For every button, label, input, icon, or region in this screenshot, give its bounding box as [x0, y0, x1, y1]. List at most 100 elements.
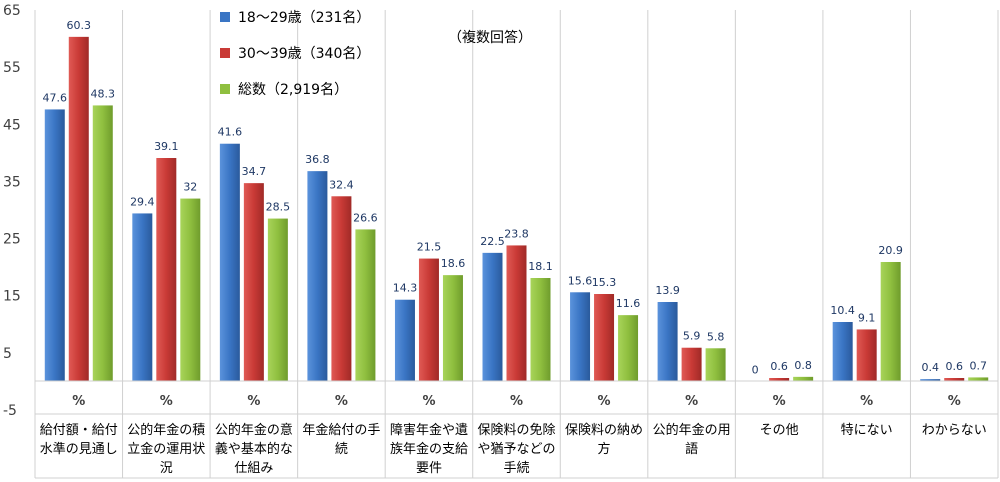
bar [832, 322, 853, 382]
bar [920, 379, 941, 382]
bar [394, 299, 415, 382]
category-label: 障害年金や遺族年金の支給要件 [390, 422, 468, 476]
y-tick-label: 55 [3, 60, 21, 76]
data-label: 0.6 [770, 360, 788, 373]
category-label: 公的年金の用語 [653, 422, 731, 457]
bar [681, 347, 702, 382]
unit-label: % [422, 394, 435, 409]
category-label: その他 [760, 423, 799, 438]
bar [132, 213, 153, 382]
bar [92, 105, 113, 382]
data-label: 5.8 [707, 330, 725, 343]
legend-swatch [220, 48, 230, 58]
data-label: 41.6 [218, 126, 243, 139]
y-tick-label: 65 [3, 3, 21, 19]
unit-label: % [510, 394, 523, 409]
data-label: 15.3 [592, 276, 617, 289]
bar [880, 262, 901, 382]
data-label: 5.9 [683, 330, 701, 343]
data-label: 32.4 [329, 178, 354, 191]
bar [530, 278, 551, 382]
bar [156, 158, 177, 382]
data-label: 13.9 [655, 284, 680, 297]
data-label: 9.1 [858, 311, 876, 324]
category-label: 給付額・給付水準の見通し [40, 423, 118, 457]
unit-label: % [247, 394, 260, 409]
bar [506, 245, 527, 382]
bar [769, 378, 790, 382]
data-label: 34.7 [242, 165, 267, 178]
category-label: 特にない [841, 423, 893, 438]
data-label: 11.6 [616, 297, 641, 310]
bar [267, 218, 288, 382]
bar [44, 109, 65, 382]
bar [68, 36, 89, 382]
category-table: % 給付額・給付水準の見通し% 公的年金の積立金の運用状況% 公的年金の意義や基本的な… [35, 380, 998, 479]
data-label: 18.6 [441, 257, 466, 270]
data-label: 22.5 [480, 235, 505, 248]
data-label: 20.9 [878, 244, 903, 257]
bar [331, 196, 352, 382]
legend-swatch [220, 12, 230, 22]
y-tick-label: 5 [3, 346, 12, 362]
data-label: 10.4 [830, 304, 855, 317]
data-label: 15.6 [568, 274, 593, 287]
bar [944, 378, 965, 382]
bar [219, 143, 240, 382]
legend-label: 30～39歳（340名） [238, 46, 370, 62]
data-label: 39.1 [154, 140, 179, 153]
legend-label: 18～29歳（231名） [238, 10, 370, 26]
data-label: 0.4 [921, 361, 939, 374]
grid-lines: -5 5 15 25 35 45 55 65 [3, 3, 999, 478]
legend: 18～29歳（231名） 30～39歳（340名） 総数（2,919名） [220, 10, 370, 98]
unit-label: % [160, 394, 173, 409]
legend-label: 総数（2,919名） [238, 82, 348, 98]
data-label: 36.8 [305, 153, 330, 166]
bar [705, 348, 726, 382]
data-label: 0 [752, 363, 759, 376]
bar [594, 294, 615, 382]
bar [968, 377, 989, 382]
category-label: 年金給付の手続 [302, 422, 380, 457]
data-label: 23.8 [504, 227, 529, 240]
y-tick-label: -5 [3, 403, 17, 419]
category-label: 保険料の免除や猶予などの手続 [477, 423, 555, 476]
data-label: 28.5 [266, 201, 291, 214]
data-label: 14.3 [393, 282, 418, 295]
unit-label: % [860, 394, 873, 409]
legend-swatch [220, 84, 230, 94]
bar [657, 302, 678, 382]
y-tick-label: 45 [3, 117, 21, 133]
data-label: 48.3 [91, 87, 116, 100]
bars-group: 47.6 60.3 48.3 29.4 39.1 32 41.6 34.7 28.5 36.8 32… [43, 19, 989, 382]
data-label: 0.6 [945, 360, 963, 373]
unit-label: % [948, 394, 961, 409]
category-label: 保険料の納め方 [565, 423, 643, 457]
bar [307, 171, 328, 382]
data-label: 18.1 [528, 260, 553, 273]
y-tick-label: 35 [3, 174, 21, 190]
bar [418, 258, 439, 382]
bar [570, 292, 591, 382]
note-text: （複数回答） [448, 29, 532, 46]
data-label: 60.3 [67, 19, 92, 32]
data-label: 0.7 [969, 359, 987, 372]
unit-label: % [598, 394, 611, 409]
bar [442, 275, 463, 382]
data-label: 0.8 [794, 359, 812, 372]
unit-label: % [72, 394, 85, 409]
y-tick-label: 15 [3, 289, 21, 305]
data-label: 47.6 [43, 91, 68, 104]
unit-label: % [685, 394, 698, 409]
data-label: 21.5 [417, 241, 442, 254]
bar [793, 376, 814, 382]
y-tick-label: 25 [3, 232, 21, 248]
bar [856, 329, 877, 382]
bar [355, 229, 376, 382]
category-label: わからない [922, 423, 987, 438]
data-label: 32 [183, 181, 197, 194]
unit-label: % [773, 394, 786, 409]
category-label: 公的年金の意義や基本的な仕組み [215, 422, 293, 476]
bar [482, 252, 503, 382]
